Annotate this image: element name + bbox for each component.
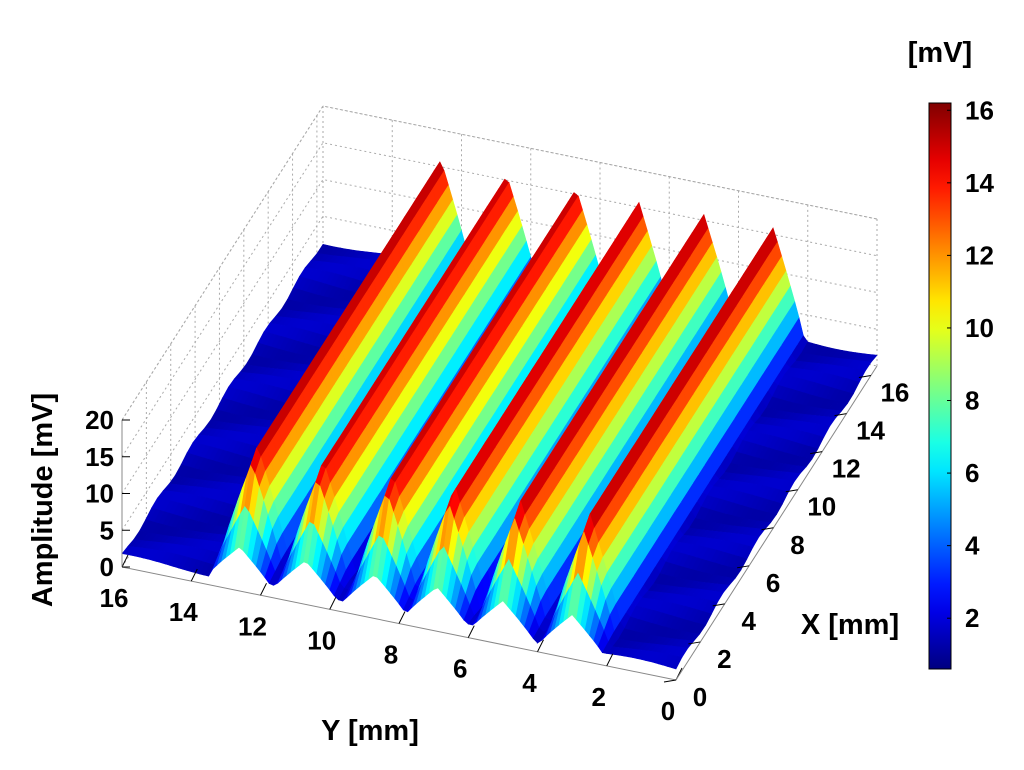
- x-tick-label: 14: [856, 416, 885, 446]
- x-tick-label: 10: [807, 492, 836, 522]
- x-axis-label: X [mm]: [801, 609, 899, 641]
- x-tick-mark: [663, 679, 677, 683]
- z-tick-label: 15: [85, 442, 114, 472]
- z-tick-label: 10: [85, 479, 114, 509]
- z-tick-label: 20: [85, 405, 114, 435]
- y-tick-label: 12: [238, 611, 267, 641]
- y-tick-mark: [467, 625, 475, 638]
- y-tick-label: 14: [169, 597, 198, 627]
- x-tick-label: 8: [790, 530, 804, 560]
- y-tick-mark: [260, 583, 267, 596]
- box-edge: [121, 105, 324, 421]
- colorbar-tick-label: 2: [965, 603, 979, 633]
- x-tick-label: 2: [717, 644, 731, 674]
- colorbar-tick-label: 10: [965, 313, 994, 343]
- colorbar-ticks: 2 4 6 8 10 12 14 16: [947, 95, 994, 633]
- colorbar: [mV] 2 4 6 8 10 12 14 16: [908, 37, 994, 670]
- y-tick-label: 4: [522, 668, 537, 698]
- colorbar-tick-label: 4: [965, 531, 980, 561]
- y-tick-mark: [606, 653, 614, 667]
- y-tick-label: 2: [592, 682, 606, 712]
- colorbar-gradient: [928, 102, 952, 670]
- surface-mesh: [121, 161, 878, 670]
- x-tick-label: 4: [741, 606, 756, 636]
- y-tick-label: 8: [384, 640, 398, 670]
- colorbar-label: [mV]: [908, 37, 972, 69]
- y-tick-mark: [121, 554, 129, 568]
- box-edge: [322, 105, 878, 220]
- z-tick-label: 5: [100, 515, 114, 545]
- z-tick-label: 0: [100, 552, 114, 582]
- y-tick-mark: [329, 597, 337, 610]
- y-tick-label: 6: [453, 654, 467, 684]
- colorbar-tick-label: 16: [965, 95, 994, 125]
- colorbar-tick-label: 8: [965, 386, 979, 416]
- y-tick-label: 16: [100, 583, 129, 613]
- y-tick-label: 0: [661, 696, 675, 726]
- y-tick-mark: [398, 611, 406, 624]
- x-tick-label: 6: [766, 568, 780, 598]
- z-axis-label: Amplitude [mV]: [27, 393, 59, 607]
- colorbar-tick-label: 6: [965, 458, 979, 488]
- colorbar-tick-label: 14: [965, 168, 994, 198]
- x-tick-label: 0: [693, 682, 707, 712]
- x-tick-label: 16: [880, 378, 909, 408]
- y-axis-label: Y [mm]: [321, 715, 419, 747]
- colorbar-tick-label: 12: [965, 240, 994, 270]
- y-tick-label: 10: [307, 625, 336, 655]
- x-tick-label: 12: [832, 454, 861, 484]
- grid-lines: [121, 105, 878, 568]
